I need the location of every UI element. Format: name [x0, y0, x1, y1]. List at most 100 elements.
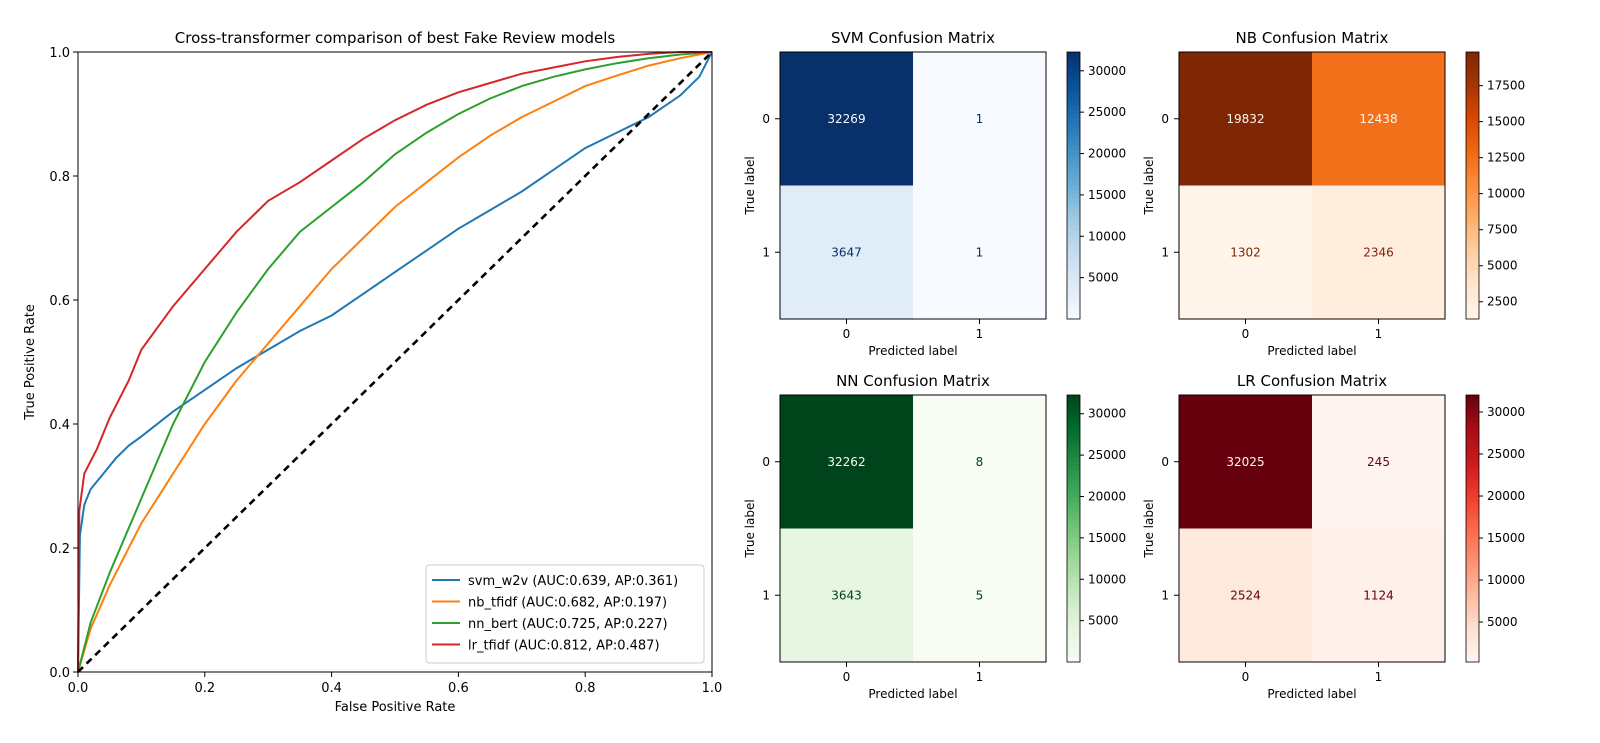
roc-series-line-0	[77, 51, 713, 673]
nb-colorbar-segment	[1466, 216, 1479, 222]
nb-cm-title: NB Confusion Matrix	[1236, 29, 1389, 47]
nn-colorbar-segment	[1067, 573, 1080, 579]
nn-colorbar-segment	[1067, 524, 1080, 530]
svm-colorbar-segment	[1067, 234, 1080, 240]
nb-cm-y-tick-label: 0	[1161, 112, 1169, 126]
nb-colorbar-segment	[1466, 118, 1479, 124]
nb-colorbar-segment	[1466, 181, 1479, 187]
nn-colorbar-segment	[1067, 555, 1080, 561]
lr-cm-y-tick-label: 0	[1161, 455, 1169, 469]
nb-colorbar-segment	[1466, 172, 1479, 178]
nn-colorbar-segment	[1067, 403, 1080, 409]
svm-colorbar-segment	[1067, 83, 1080, 89]
roc-chance-line	[77, 51, 713, 673]
lr-cm-y-tick-label: 1	[1161, 588, 1169, 602]
nb-colorbar-segment	[1466, 230, 1479, 236]
lr-colorbar-segment	[1466, 599, 1479, 605]
nb-colorbar-segment	[1466, 96, 1479, 102]
svm-colorbar-segment	[1067, 52, 1080, 58]
nb-colorbar-tick-label: 10000	[1487, 187, 1525, 201]
nn-colorbar-segment	[1067, 599, 1080, 605]
nb-cm-x-axis-label: Predicted label	[1267, 344, 1356, 358]
nn-colorbar-segment	[1067, 630, 1080, 636]
lr-colorbar-segment	[1466, 515, 1479, 521]
lr-colorbar-segment	[1466, 524, 1479, 530]
svm-colorbar-tick-label: 30000	[1088, 64, 1126, 78]
nn-colorbar-segment	[1067, 626, 1080, 632]
svm-cm-cell-value: 32269	[827, 112, 865, 126]
nb-colorbar-segment	[1466, 176, 1479, 182]
nb-colorbar-segment	[1466, 127, 1479, 133]
nb-colorbar-segment	[1466, 296, 1479, 302]
lr-colorbar-segment	[1466, 457, 1479, 463]
lr-colorbar-tick-label: 25000	[1487, 447, 1525, 461]
svm-colorbar-segment	[1067, 109, 1080, 115]
lr-colorbar-segment	[1466, 537, 1479, 543]
lr-colorbar-segment	[1466, 639, 1479, 645]
nb-colorbar-segment	[1466, 194, 1479, 200]
svm-cm-cell	[780, 52, 913, 186]
svm-colorbar-segment	[1067, 207, 1080, 213]
nb-cm-cell	[1179, 52, 1312, 186]
lr-colorbar-segment	[1466, 573, 1479, 579]
nn-colorbar-segment	[1067, 439, 1080, 445]
nb-colorbar-segment	[1466, 198, 1479, 204]
nb-colorbar-tick-label: 15000	[1487, 115, 1525, 129]
svm-colorbar-segment	[1067, 92, 1080, 98]
lr-colorbar-segment	[1466, 532, 1479, 538]
nn-colorbar-segment	[1067, 475, 1080, 481]
nn-colorbar-segment	[1067, 492, 1080, 498]
roc-x-tick-label: 0.4	[321, 681, 342, 696]
nn-colorbar-segment	[1067, 528, 1080, 534]
lr-colorbar-segment	[1466, 403, 1479, 409]
lr-cm-x-tick-label: 1	[1375, 670, 1383, 684]
lr-colorbar-segment	[1466, 435, 1479, 441]
svm-colorbar-segment	[1067, 132, 1080, 138]
nn-colorbar-segment	[1067, 550, 1080, 556]
lr-colorbar-segment	[1466, 613, 1479, 619]
svm-colorbar-segment	[1067, 100, 1080, 106]
nb-colorbar-tick-label: 12500	[1487, 151, 1525, 165]
nb-colorbar-segment	[1466, 287, 1479, 293]
nn-cm-cell-value: 8	[976, 455, 984, 469]
nn-cm-x-axis-label: Predicted label	[868, 687, 957, 701]
svm-colorbar-segment	[1067, 60, 1080, 66]
lr-colorbar-segment	[1466, 653, 1479, 659]
nn-colorbar-segment	[1067, 590, 1080, 596]
svm-colorbar-segment	[1067, 238, 1080, 244]
svm-colorbar-segment	[1067, 158, 1080, 164]
nb-colorbar-segment	[1466, 212, 1479, 218]
svm-colorbar-segment	[1067, 105, 1080, 111]
nb-cm-cell	[1312, 52, 1445, 186]
nn-colorbar-segment	[1067, 586, 1080, 592]
nn-colorbar-segment	[1067, 568, 1080, 574]
svm-cm-cell-value: 1	[976, 112, 984, 126]
nb-colorbar-segment	[1466, 114, 1479, 120]
roc-x-tick-label: 0.0	[68, 681, 89, 696]
lr-colorbar-frame	[1465, 394, 1480, 663]
nb-colorbar-segment	[1466, 314, 1479, 320]
nn-cm-cell-value: 3643	[831, 588, 862, 602]
lr-cm-cell	[1312, 528, 1445, 662]
roc-y-tick-label: 1.0	[49, 46, 70, 61]
nb-colorbar-tick-label: 7500	[1487, 223, 1518, 237]
nn-colorbar-segment	[1067, 519, 1080, 525]
lr-colorbar-segment	[1466, 541, 1479, 547]
nn-cm-y-tick-label: 1	[762, 588, 770, 602]
nn-colorbar-segment	[1067, 537, 1080, 543]
lr-confusion-matrix: LR Confusion Matrix 32025 245 2524 1124 0 0 1 1 P…	[1142, 372, 1525, 701]
nb-colorbar-segment	[1466, 83, 1479, 89]
nb-colorbar-segment	[1466, 92, 1479, 98]
lr-colorbar-segment	[1466, 555, 1479, 561]
roc-x-tick-label: 0.6	[448, 681, 469, 696]
svm-colorbar-segment	[1067, 212, 1080, 218]
svm-colorbar-tick-label: 5000	[1088, 271, 1119, 285]
nn-colorbar-tick-label: 30000	[1088, 407, 1126, 421]
svm-colorbar-segment	[1067, 216, 1080, 222]
svm-colorbar-segment	[1067, 301, 1080, 307]
nn-colorbar-tick-label: 10000	[1088, 572, 1126, 586]
nb-cm-cell	[1312, 185, 1445, 319]
lr-colorbar-segment	[1466, 581, 1479, 587]
svm-colorbar-tick-label: 10000	[1088, 229, 1126, 243]
nn-colorbar-segment	[1067, 501, 1080, 507]
